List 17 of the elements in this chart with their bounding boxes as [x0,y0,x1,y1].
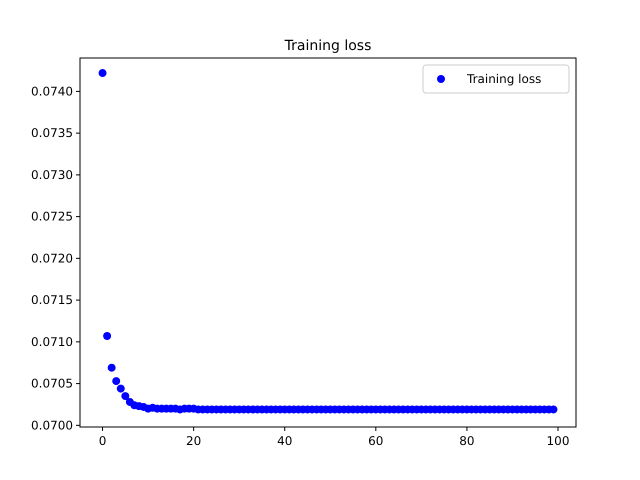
x-tick-label: 80 [459,434,475,448]
y-tick-label: 0.0730 [31,168,73,182]
x-tick-label: 100 [546,434,570,448]
y-tick-label: 0.0705 [31,376,73,391]
x-tick-label: 20 [186,434,202,448]
y-tick-label: 0.0715 [31,293,73,308]
x-tick-label: 0 [98,434,106,448]
x-tick-label: 40 [277,434,292,448]
y-tick-label: 0.0725 [31,210,73,224]
y-tick-label: 0.0740 [31,84,73,98]
y-tick-label: 0.0720 [31,251,73,266]
y-tick-label: 0.0710 [31,334,73,349]
y-tick-label: 0.0700 [31,418,73,432]
x-tick-label: 60 [368,434,384,448]
chart-title: Training loss [284,38,372,54]
y-tick-label: 0.0735 [31,126,73,140]
legend-label: Training loss [466,72,542,86]
